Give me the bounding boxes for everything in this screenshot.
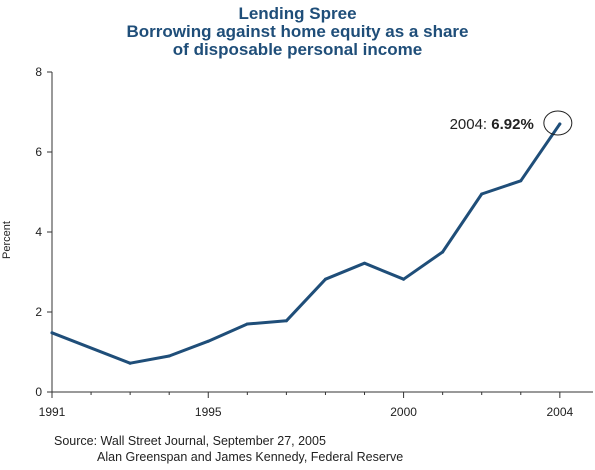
- data-point: [519, 179, 523, 183]
- data-point: [402, 277, 406, 281]
- x-tick-label: 2004: [546, 405, 573, 419]
- chart-ticks: 0 2 4 6 8 1991 1995 2000 2004: [35, 65, 573, 419]
- source-line-2: Alan Greenspan and James Kennedy, Federa…: [97, 450, 404, 464]
- line-chart: 0 2 4 6 8 1991 1995 2000 2004 2004: 6.92% Percen…: [1, 65, 593, 419]
- chart-annotation: 2004: 6.92%: [450, 110, 573, 136]
- annotation-value: 6.92%: [491, 116, 534, 133]
- y-tick-label: 8: [35, 65, 42, 79]
- y-tick-label: 4: [35, 225, 42, 239]
- y-tick-label: 6: [35, 145, 42, 159]
- data-point: [323, 277, 327, 281]
- chart-title: Lending Spree: [238, 4, 357, 23]
- data-point: [480, 192, 484, 196]
- x-tick-label: 1991: [39, 405, 66, 419]
- data-point: [167, 354, 171, 358]
- data-point: [206, 339, 210, 343]
- data-point: [245, 322, 249, 326]
- data-point: [441, 250, 445, 254]
- data-line: [50, 122, 562, 365]
- data-point: [363, 261, 367, 265]
- annotation-label: 2004: 6.92%: [450, 116, 534, 133]
- y-tick-label: 2: [35, 305, 42, 319]
- data-point: [128, 361, 132, 365]
- y-axis-label: Percent: [1, 221, 13, 259]
- x-tick-label: 2000: [390, 405, 417, 419]
- source-line-1: Source: Wall Street Journal, September 2…: [54, 434, 326, 448]
- data-point: [284, 319, 288, 323]
- x-tick-label: 1995: [195, 405, 222, 419]
- chart-subtitle-line2: of disposable personal income: [172, 40, 423, 59]
- chart-subtitle-line1: Borrowing against home equity as a share: [126, 22, 469, 41]
- data-point: [50, 331, 54, 335]
- chart-series: [50, 122, 562, 365]
- data-point: [558, 122, 562, 126]
- y-tick-label: 0: [35, 385, 42, 399]
- annotation-prefix: 2004:: [450, 116, 492, 133]
- annotation-circle: [543, 110, 573, 136]
